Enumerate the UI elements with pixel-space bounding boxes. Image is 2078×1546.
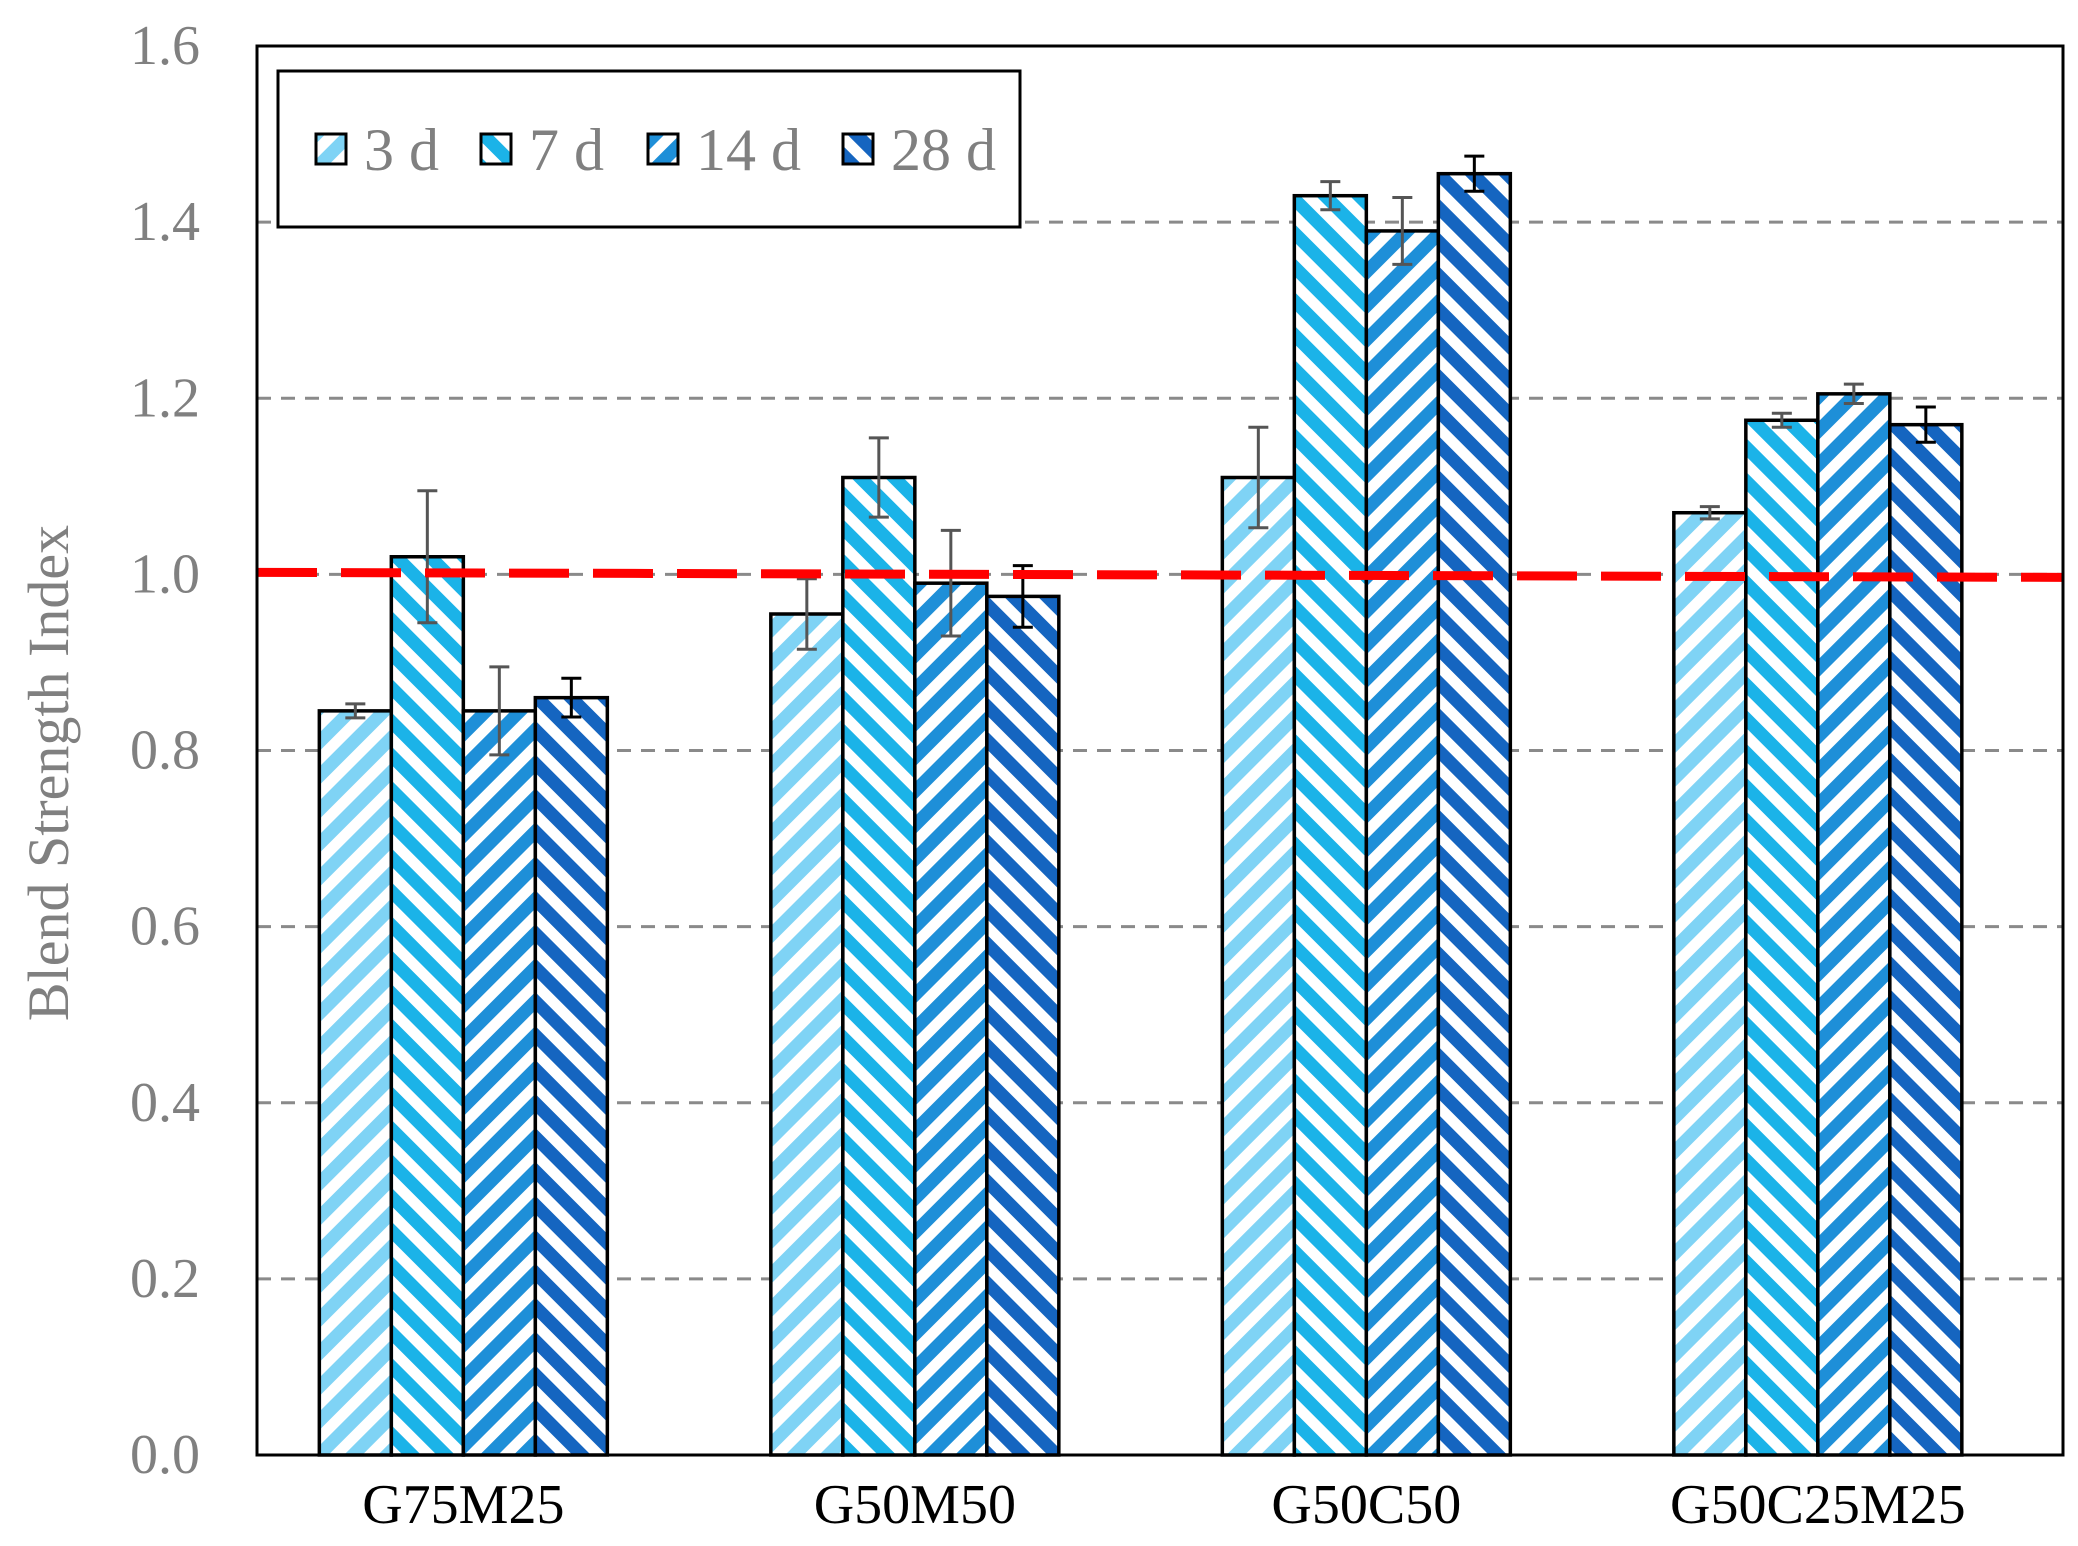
error-bar (489, 665, 510, 757)
legend: 3 d 7 d 14 d 28 d (276, 69, 1022, 229)
error-bar (417, 489, 438, 625)
y-tick-label: 1.0 (130, 543, 200, 605)
legend-label: 3 d (364, 117, 439, 183)
y-tick-label: 1.2 (130, 367, 200, 429)
legend-swatch (479, 132, 513, 166)
error-bar (1320, 180, 1341, 212)
bar-G75M25-14d (461, 709, 538, 1457)
x-tick-label: G50C25M25 (1670, 1474, 1966, 1536)
legend-item: 28 d (841, 117, 996, 183)
bar-G50M50-14d (913, 581, 989, 1457)
legend-label: 28 d (891, 117, 996, 183)
bar-G50C50-14d (1364, 229, 1441, 1457)
legend-swatch (314, 132, 348, 166)
y-tick-label: 1.4 (130, 191, 200, 253)
legend-swatch (841, 132, 875, 166)
bar-G50C50-7d (1292, 193, 1369, 1457)
y-axis-title: Blend Strength Index (16, 525, 81, 1021)
x-tick-label: G75M25 (362, 1474, 564, 1536)
bars (317, 171, 1964, 1457)
legend-item: 7 d (479, 117, 604, 183)
bar-G75M25-28d (533, 695, 610, 1457)
axes: 0.0 0.2 0.4 0.6 0.8 1.0 1.2 1.4 1.6 G75M25 G50M50 G… (130, 15, 2065, 1536)
error-bar (1915, 405, 1936, 444)
legend-swatch (646, 132, 680, 166)
error-bar (940, 528, 961, 638)
bar-G50M50-7d (841, 475, 917, 1457)
error-bar (1843, 382, 1864, 406)
error-bar (345, 702, 366, 720)
y-tick-label: 0.0 (130, 1424, 200, 1486)
legend-label: 7 d (529, 117, 604, 183)
x-tick-label: G50C50 (1271, 1474, 1461, 1536)
y-tick-label: 0.8 (130, 720, 200, 782)
reference-line (256, 567, 2064, 582)
x-tick-label: G50M50 (814, 1474, 1016, 1536)
error-bar (796, 577, 817, 651)
y-tick-label: 0.2 (130, 1248, 200, 1310)
bar-G50M50-28d (985, 594, 1061, 1457)
bar-G50M50-3d (769, 612, 845, 1457)
error-bar (868, 436, 889, 519)
bar-G75M25-3d (317, 709, 394, 1457)
error-bars (345, 154, 1936, 757)
bar-G50C25M25-3d (1672, 510, 1748, 1457)
error-bar (1771, 411, 1792, 429)
bar-G50C25M25-28d (1888, 422, 1964, 1457)
legend-item: 3 d (314, 117, 439, 183)
bar-G50C25M25-14d (1816, 392, 1892, 1457)
y-tick-label: 1.6 (130, 15, 200, 77)
bar-G50C50-3d (1220, 475, 1297, 1457)
error-bar (1248, 425, 1269, 530)
legend-label: 14 d (696, 117, 801, 183)
y-tick-label: 0.4 (130, 1072, 200, 1134)
plot-frame (255, 44, 2065, 1457)
error-bar (1392, 195, 1413, 266)
error-bar (561, 676, 582, 719)
reference-line-1 (256, 567, 2064, 582)
legend-item: 14 d (646, 117, 801, 183)
bar-G75M25-7d (389, 555, 466, 1457)
y-tick-label: 0.6 (130, 896, 200, 958)
bar-G50C25M25-7d (1744, 418, 1820, 1457)
error-bar (1699, 505, 1720, 521)
error-bar (1464, 154, 1485, 193)
bar-G50C50-28d (1436, 171, 1513, 1457)
